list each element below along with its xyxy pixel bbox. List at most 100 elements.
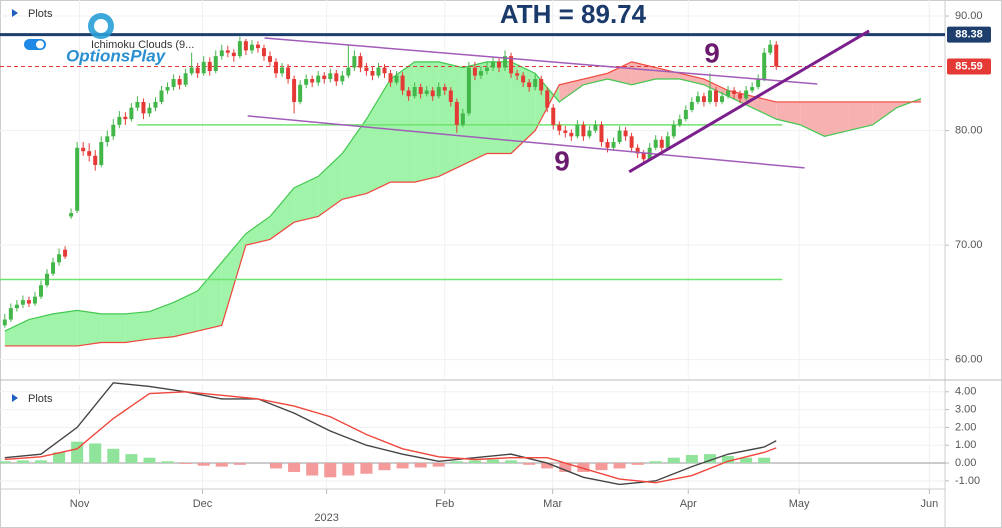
x-tick-label: Mar	[543, 498, 562, 510]
candle-body	[346, 67, 351, 76]
candle-body	[563, 130, 568, 133]
cloud-fill	[342, 119, 367, 200]
candle-body	[557, 124, 562, 131]
candle-body	[123, 116, 128, 120]
candle-body	[774, 44, 779, 67]
candle-body	[605, 142, 610, 148]
candle-body	[261, 48, 266, 57]
histogram-bar	[595, 463, 608, 471]
candle-body	[358, 56, 363, 68]
candle-body	[436, 87, 441, 97]
cloud-fill	[486, 61, 512, 154]
price-tag-label: 88.38	[955, 28, 983, 40]
candle-body	[490, 61, 495, 68]
legend-label[interactable]: Plots	[28, 393, 53, 405]
candle-body	[424, 90, 429, 94]
candle-body	[20, 300, 25, 305]
candle-body	[551, 107, 556, 125]
candle-body	[249, 44, 254, 51]
candle-body	[243, 41, 248, 51]
candle-body	[171, 79, 176, 88]
candle-body	[430, 90, 435, 97]
switch-knob	[36, 40, 44, 49]
y-tick-label: 70.00	[955, 239, 983, 251]
candle-body	[629, 136, 634, 148]
candle-body	[81, 147, 86, 152]
logo-text: OptionsPlay	[66, 46, 167, 65]
candle-body	[32, 296, 37, 304]
legend-label[interactable]: Plots	[28, 8, 53, 20]
candle-body	[382, 67, 387, 74]
candle-body	[280, 67, 285, 74]
cloud-fill	[318, 153, 343, 217]
y-tick-label: 2.00	[955, 421, 976, 433]
candle-body	[575, 124, 580, 137]
legend-toggle[interactable]	[12, 9, 18, 17]
histogram-bar	[288, 463, 301, 472]
candle-body	[539, 79, 544, 91]
candle-body	[26, 300, 31, 304]
candle-body	[762, 52, 767, 80]
cloud-fill	[101, 313, 126, 343]
candle-body	[503, 56, 508, 68]
histogram-bar	[53, 452, 66, 464]
candle-body	[388, 73, 393, 83]
candle-body	[292, 79, 297, 102]
candle-body	[515, 73, 520, 76]
candle-body	[364, 67, 369, 72]
candle-body	[141, 101, 146, 114]
histogram-bar	[468, 460, 481, 464]
cloud-fill	[4, 319, 29, 346]
candle-body	[207, 61, 212, 72]
y-tick-label: 3.00	[955, 403, 976, 415]
candle-body	[57, 254, 62, 263]
candle-body	[231, 52, 236, 57]
chart-title: ATH = 89.74	[500, 0, 647, 29]
candle-body	[713, 90, 718, 102]
candle-body	[394, 75, 399, 83]
histogram-bar	[541, 463, 554, 469]
candle-body	[304, 79, 309, 85]
candle-body	[635, 147, 640, 154]
y-tick-label: 1.00	[955, 439, 976, 451]
histogram-bar	[450, 461, 463, 464]
legend-toggle[interactable]	[12, 394, 18, 402]
histogram-bar	[179, 463, 192, 464]
candle-body	[768, 44, 773, 53]
y-tick-label: 80.00	[955, 124, 983, 136]
candle-body	[2, 319, 7, 326]
candle-body	[665, 136, 670, 148]
cloud-fill	[125, 311, 150, 343]
candle-body	[683, 109, 688, 120]
candle-body	[129, 107, 134, 120]
y-tick-label: 60.00	[955, 354, 983, 366]
candle-body	[599, 124, 604, 143]
candle-body	[659, 139, 664, 148]
x-tick-label: Jun	[920, 498, 938, 510]
histogram-bar	[233, 463, 246, 465]
trend-line	[247, 115, 805, 169]
histogram-bar	[89, 443, 102, 464]
candle-body	[695, 96, 700, 102]
indicator-label: Ichimoku Clouds (9...	[91, 39, 194, 51]
x-tick-label: 2023	[314, 512, 338, 524]
candle-body	[611, 142, 616, 148]
candle-body	[454, 101, 459, 125]
candle-body	[87, 151, 92, 156]
candle-body	[744, 90, 749, 99]
candle-body	[466, 67, 471, 114]
cloud-fill	[848, 101, 873, 131]
candle-body	[593, 124, 598, 131]
candle-body	[177, 79, 182, 85]
trend-line	[264, 37, 818, 85]
candle-body	[51, 262, 56, 274]
histogram-bar	[722, 455, 735, 464]
histogram-bar	[342, 463, 355, 476]
cloud-fill	[77, 310, 102, 346]
candle-body	[653, 139, 658, 148]
candle-body	[732, 90, 737, 94]
histogram-bar	[613, 463, 626, 469]
cloud-fill	[776, 101, 801, 125]
histogram-bar	[758, 457, 771, 464]
candle-body	[623, 130, 628, 137]
